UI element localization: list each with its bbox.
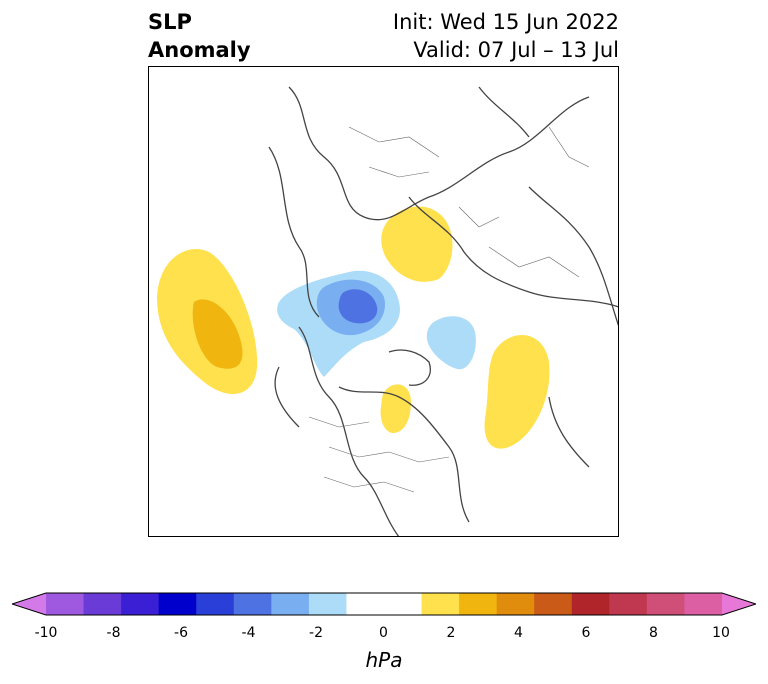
colorbar-tick-label: -10 xyxy=(34,625,58,641)
colorbar-segment xyxy=(83,593,122,615)
anomaly-siberia xyxy=(381,206,453,282)
anomaly-fills xyxy=(157,206,550,449)
map-title-dates: Init: Wed 15 Jun 2022 Valid: 07 Jul – 13… xyxy=(393,8,619,64)
anomaly-hudson xyxy=(380,384,411,433)
political-borders xyxy=(308,126,590,493)
title-line-2: Anomaly xyxy=(148,38,251,62)
colorbar-outline xyxy=(12,592,756,616)
colorbar-tick-label: 0 xyxy=(379,625,388,641)
colorbar-segment xyxy=(534,593,573,615)
colorbar-segment xyxy=(196,593,235,615)
colorbar-tick-label: 6 xyxy=(581,625,591,641)
map-svg xyxy=(157,86,618,536)
colorbar-tick-label: 8 xyxy=(649,625,658,641)
colorbar-tick-label: -8 xyxy=(106,625,121,641)
colorbar-tick-label: -6 xyxy=(174,625,188,641)
colorbar-fills xyxy=(12,593,756,615)
colorbar-tick-label: 2 xyxy=(446,625,456,641)
colorbar-segment xyxy=(609,593,648,615)
colorbar xyxy=(12,592,756,616)
colorbar-tick-label: 4 xyxy=(514,625,523,641)
colorbar-extend-min xyxy=(12,593,46,615)
colorbar-tick-label: -4 xyxy=(241,625,256,641)
polar-map xyxy=(148,66,619,537)
anomaly-pacific-inner xyxy=(192,299,243,369)
map-title-variable: SLP Anomaly xyxy=(148,8,251,64)
colorbar-segment xyxy=(421,593,460,615)
anomaly-europe-negative xyxy=(426,316,476,370)
colorbar-units: hPa xyxy=(365,648,403,672)
colorbar-segment xyxy=(233,593,272,615)
colorbar-segment xyxy=(46,593,85,615)
colorbar-segment xyxy=(646,593,685,615)
colorbar-tick-label: -2 xyxy=(309,625,323,641)
anomaly-arctic-core xyxy=(338,289,378,324)
coastlines xyxy=(268,86,618,536)
valid-dates: Valid: 07 Jul – 13 Jul xyxy=(413,38,619,62)
colorbar-segment xyxy=(308,593,347,615)
colorbar-segment xyxy=(271,593,310,615)
anomaly-atlantic xyxy=(484,335,550,449)
colorbar-segment xyxy=(121,593,160,615)
init-date: Init: Wed 15 Jun 2022 xyxy=(392,10,619,34)
colorbar-segment xyxy=(346,593,385,615)
colorbar-segment xyxy=(459,593,498,615)
colorbar-tick-label: 10 xyxy=(712,625,730,641)
title-line-1: SLP xyxy=(148,10,192,34)
colorbar-segment xyxy=(384,593,423,615)
colorbar-segment xyxy=(571,593,610,615)
colorbar-extend-max xyxy=(722,593,756,615)
colorbar-segment xyxy=(158,593,197,615)
colorbar-segment xyxy=(684,593,723,615)
colorbar-segment xyxy=(496,593,535,615)
